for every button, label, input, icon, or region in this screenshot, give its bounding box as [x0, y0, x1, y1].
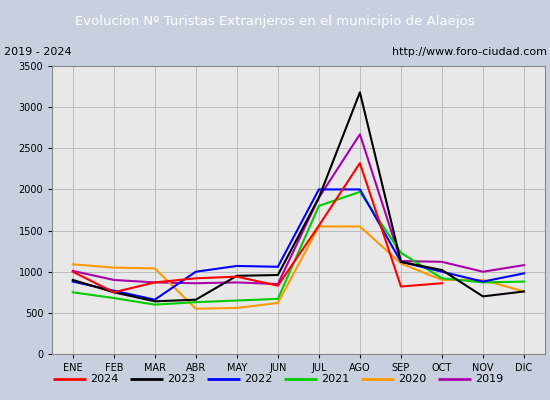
Text: 2024: 2024	[90, 374, 119, 384]
Text: 2019 - 2024: 2019 - 2024	[4, 47, 72, 57]
Text: Evolucion Nº Turistas Extranjeros en el municipio de Alaejos: Evolucion Nº Turistas Extranjeros en el …	[75, 14, 475, 28]
Text: 2021: 2021	[321, 374, 349, 384]
Text: 2022: 2022	[244, 374, 273, 384]
Text: http://www.foro-ciudad.com: http://www.foro-ciudad.com	[392, 47, 547, 57]
Text: 2023: 2023	[167, 374, 195, 384]
Text: 2019: 2019	[475, 374, 503, 384]
Text: 2020: 2020	[398, 374, 426, 384]
